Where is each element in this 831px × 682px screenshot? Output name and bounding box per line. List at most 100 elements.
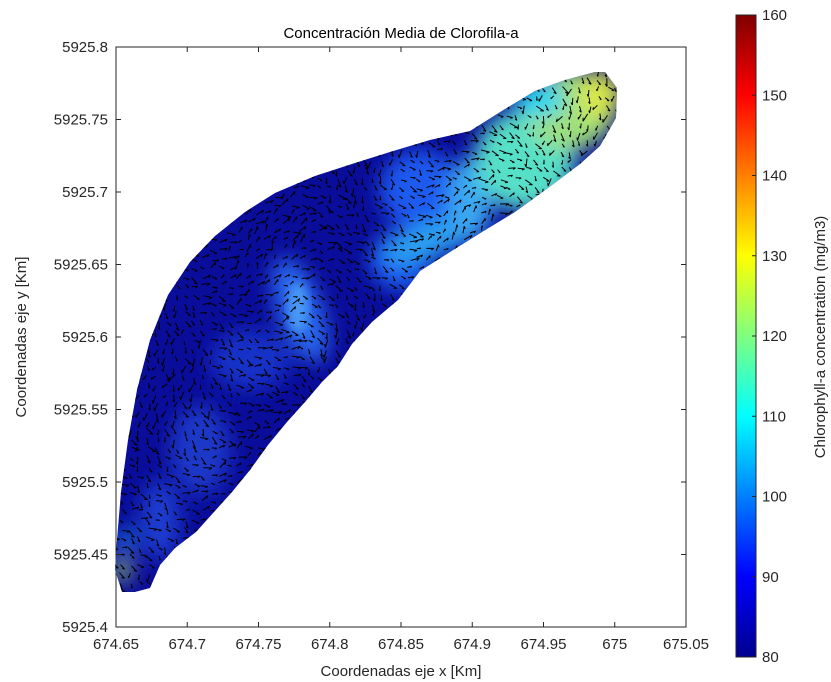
- velocity-arrow: [335, 350, 342, 358]
- velocity-arrow: [561, 143, 565, 148]
- velocity-arrow: [140, 503, 143, 509]
- velocity-arrow: [221, 280, 227, 285]
- velocity-arrow: [200, 330, 205, 337]
- velocity-arrow: [325, 177, 328, 185]
- velocity-arrow: [497, 169, 501, 174]
- velocity-arrow: [372, 311, 375, 316]
- velocity-arrow: [316, 314, 323, 320]
- velocity-arrow: [274, 204, 282, 208]
- velocity-arrow: [111, 395, 113, 400]
- velocity-arrow: [453, 210, 457, 216]
- velocity-arrow: [218, 479, 227, 484]
- velocity-arrow: [200, 485, 209, 489]
- velocity-arrow: [567, 122, 570, 131]
- velocity-arrow: [445, 182, 452, 188]
- velocity-arrow: [203, 467, 213, 471]
- velocity-arrow: [171, 439, 175, 449]
- velocity-arrow: [172, 385, 175, 393]
- velocity-arrow: [174, 356, 178, 362]
- velocity-arrow: [325, 333, 328, 340]
- velocity-arrow: [378, 176, 382, 185]
- velocity-arrow: [191, 358, 195, 367]
- velocity-arrow: [407, 276, 415, 279]
- velocity-arrow: [245, 274, 251, 279]
- velocity-arrow: [136, 437, 139, 443]
- velocity-arrow: [208, 392, 214, 397]
- velocity-arrow: [156, 494, 162, 497]
- velocity-arrow: [549, 150, 555, 156]
- velocity-arrow: [235, 462, 242, 467]
- velocity-arrow: [452, 177, 457, 180]
- velocity-arrow: [472, 151, 478, 155]
- velocity-arrow: [436, 235, 442, 241]
- velocity-arrow: [534, 186, 540, 194]
- velocity-arrow: [263, 425, 271, 429]
- velocity-arrow: [328, 211, 334, 214]
- velocity-arrow: [254, 425, 261, 433]
- velocity-arrow: [273, 264, 279, 269]
- velocity-arrow: [398, 259, 405, 263]
- velocity-arrow: [229, 428, 235, 434]
- velocity-arrow: [507, 174, 513, 177]
- velocity-arrow: [362, 301, 365, 309]
- velocity-arrow: [247, 383, 255, 389]
- velocity-arrow: [568, 105, 572, 115]
- velocity-arrow: [525, 179, 533, 186]
- velocity-arrow: [254, 226, 259, 234]
- velocity-arrow: [301, 332, 306, 339]
- velocity-arrow: [489, 131, 498, 136]
- velocity-arrow: [146, 511, 153, 519]
- velocity-arrow: [481, 168, 487, 171]
- velocity-arrow: [165, 401, 168, 406]
- velocity-arrow: [309, 248, 317, 252]
- velocity-arrow: [373, 167, 376, 173]
- velocity-arrow: [508, 167, 516, 170]
- velocity-arrow: [536, 105, 545, 112]
- velocity-arrow: [481, 188, 489, 192]
- velocity-arrow: [202, 348, 209, 357]
- velocity-arrow: [524, 143, 528, 148]
- velocity-arrow: [443, 210, 449, 217]
- velocity-arrow: [171, 368, 175, 376]
- velocity-arrow: [248, 402, 255, 407]
- velocity-arrow: [130, 439, 138, 446]
- velocity-arrow: [506, 152, 513, 156]
- velocity-arrow: [185, 321, 192, 328]
- velocity-arrow: [236, 332, 244, 339]
- velocity-arrow: [568, 152, 571, 160]
- velocity-arrow: [355, 248, 363, 252]
- velocity-arrow: [346, 268, 352, 273]
- velocity-arrow: [264, 199, 274, 204]
- velocity-arrow: [527, 133, 532, 137]
- velocity-arrow: [138, 508, 144, 511]
- velocity-arrow: [308, 184, 316, 188]
- velocity-arrow: [191, 285, 199, 289]
- velocity-arrow: [228, 482, 234, 486]
- velocity-arrow: [362, 233, 368, 237]
- velocity-arrow: [568, 114, 572, 120]
- velocity-arrow: [570, 97, 574, 106]
- velocity-arrow: [354, 268, 360, 271]
- velocity-arrow: [497, 114, 504, 118]
- velocity-arrow: [184, 431, 187, 437]
- velocity-arrow: [228, 255, 237, 259]
- velocity-arrow: [154, 330, 157, 338]
- velocity-arrow: [428, 191, 434, 196]
- velocity-arrow: [399, 195, 403, 200]
- velocity-arrow: [203, 448, 210, 452]
- velocity-arrow: [399, 161, 406, 167]
- velocity-arrow: [255, 404, 262, 407]
- velocity-arrow: [451, 231, 456, 240]
- velocity-arrow: [362, 269, 368, 275]
- velocity-arrow: [380, 295, 383, 302]
- velocity-arrow: [418, 202, 426, 207]
- velocity-arrow: [525, 186, 529, 194]
- velocity-arrow: [388, 194, 395, 201]
- velocity-arrow: [582, 113, 589, 122]
- velocity-arrow: [272, 391, 280, 396]
- velocity-arrow: [614, 87, 617, 92]
- velocity-arrow: [326, 205, 332, 213]
- velocity-arrow: [301, 268, 311, 271]
- velocity-arrow: [119, 572, 125, 579]
- y-tick-label: 5925.5: [62, 474, 108, 491]
